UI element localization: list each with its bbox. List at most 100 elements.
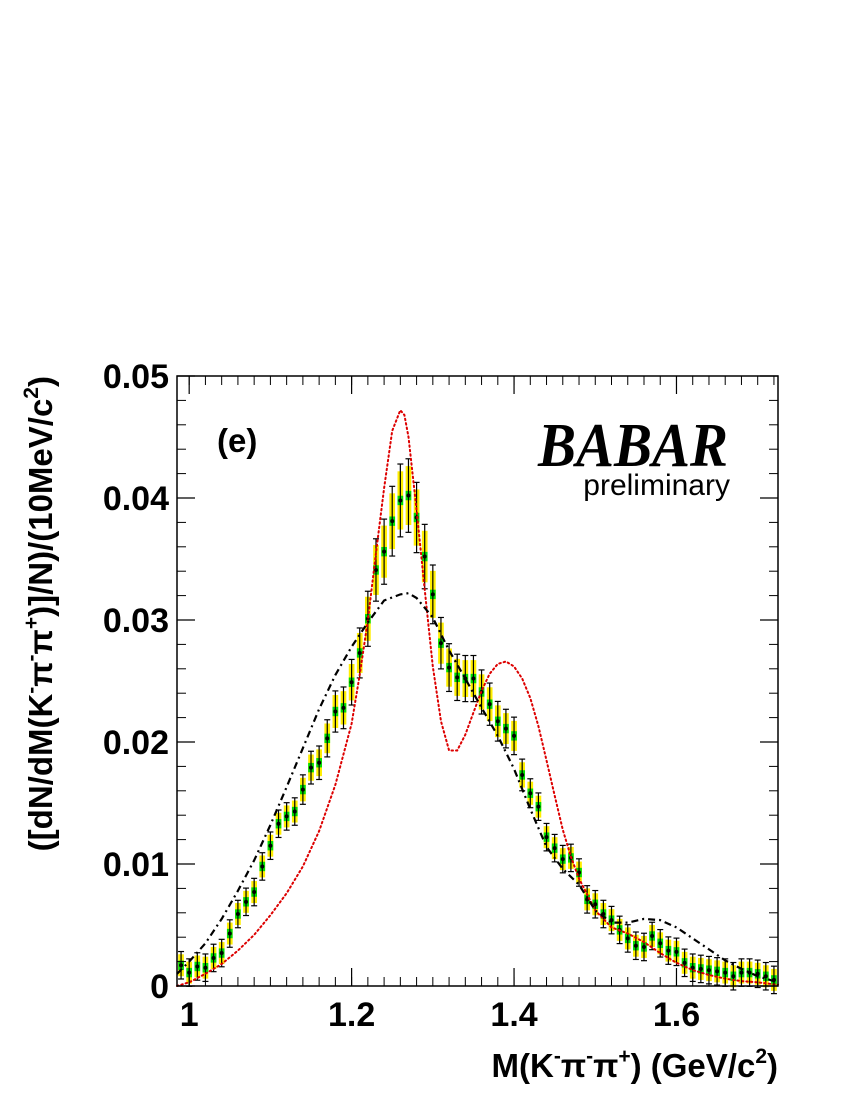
data-point-marker bbox=[422, 554, 427, 559]
data-point-marker bbox=[195, 964, 200, 969]
x-axis-title: M(K-π-π+) (GeV/c2) bbox=[492, 1045, 779, 1084]
y-tick-label: 0.05 bbox=[103, 358, 169, 396]
data-point bbox=[299, 774, 306, 805]
red-dotted-curve bbox=[176, 408, 779, 987]
x-tick-label: 1.2 bbox=[328, 996, 375, 1034]
data-point bbox=[608, 905, 615, 935]
data-point-marker bbox=[625, 936, 630, 941]
data-point-marker bbox=[520, 772, 525, 777]
data-point-marker bbox=[357, 650, 362, 655]
data-point bbox=[275, 809, 282, 839]
data-point-marker bbox=[382, 549, 387, 554]
data-point bbox=[267, 831, 274, 861]
data-point-marker bbox=[373, 567, 378, 572]
data-point-marker bbox=[260, 864, 265, 869]
data-point bbox=[429, 564, 436, 625]
data-point-marker bbox=[471, 676, 476, 681]
data-point-marker bbox=[390, 519, 395, 524]
data-point bbox=[218, 938, 225, 968]
panel-label: (e) bbox=[217, 422, 257, 459]
data-point bbox=[657, 928, 664, 958]
data-point-marker bbox=[447, 665, 452, 670]
data-point-marker bbox=[650, 933, 655, 938]
data-point-marker bbox=[333, 709, 338, 714]
data-point-marker bbox=[763, 974, 768, 979]
data-point bbox=[632, 931, 639, 961]
data-point bbox=[291, 797, 298, 826]
data-point bbox=[364, 590, 371, 647]
data-point bbox=[308, 750, 315, 785]
data-point bbox=[462, 654, 469, 703]
data-point bbox=[624, 924, 631, 953]
data-point bbox=[640, 932, 647, 962]
data-point-marker bbox=[487, 702, 492, 707]
data-point bbox=[332, 690, 339, 733]
plot-data-layer bbox=[178, 458, 777, 995]
data-point bbox=[673, 937, 680, 967]
data-point-marker bbox=[292, 809, 297, 814]
data-point bbox=[689, 953, 696, 983]
data-point-marker bbox=[641, 944, 646, 949]
data-point bbox=[535, 792, 542, 821]
data-point-marker bbox=[715, 969, 720, 974]
data-point bbox=[421, 523, 428, 590]
data-point bbox=[502, 708, 509, 749]
data-point bbox=[454, 653, 461, 702]
data-point bbox=[372, 538, 379, 602]
data-point-marker bbox=[503, 726, 508, 731]
data-point-marker bbox=[560, 857, 565, 862]
data-point bbox=[714, 957, 721, 986]
data-point-marker bbox=[674, 949, 679, 954]
data-point-marker bbox=[203, 965, 208, 970]
data-point-marker bbox=[438, 641, 443, 646]
data-point-marker bbox=[512, 733, 517, 738]
data-point bbox=[340, 686, 347, 730]
data-point-marker bbox=[552, 846, 557, 851]
data-point-marker bbox=[739, 970, 744, 975]
data-point bbox=[665, 936, 672, 965]
data-point bbox=[210, 943, 217, 973]
data-point bbox=[381, 518, 388, 585]
data-point-marker bbox=[406, 493, 411, 498]
data-point-marker bbox=[349, 680, 354, 685]
x-tick-label: 1 bbox=[180, 996, 199, 1034]
data-point bbox=[511, 716, 518, 756]
data-point-marker bbox=[682, 960, 687, 965]
data-point-marker bbox=[309, 765, 314, 770]
data-point bbox=[730, 961, 737, 991]
data-point-marker bbox=[593, 902, 598, 907]
y-tick-label: 0 bbox=[150, 968, 169, 1006]
data-point bbox=[259, 852, 266, 881]
data-point bbox=[389, 485, 396, 557]
data-point-marker bbox=[268, 843, 273, 848]
data-point-marker bbox=[300, 787, 305, 792]
data-point-marker bbox=[698, 966, 703, 971]
data-point-marker bbox=[528, 791, 533, 796]
data-point bbox=[543, 822, 550, 852]
data-point-marker bbox=[284, 814, 289, 819]
data-point-marker bbox=[227, 931, 232, 936]
data-point-marker bbox=[252, 890, 257, 895]
plot-frame bbox=[176, 375, 779, 987]
data-point-marker bbox=[235, 912, 240, 917]
black-dash-dot-curve bbox=[176, 592, 779, 984]
data-point bbox=[348, 658, 355, 706]
data-point-marker bbox=[276, 821, 281, 826]
data-point-marker bbox=[244, 899, 249, 904]
data-point-marker bbox=[463, 676, 468, 681]
tick-labels-layer: 1 1.2 1.4 1.6 0 0.01 0.02 0.03 0.04 0.05 bbox=[103, 358, 700, 1034]
data-point-marker bbox=[544, 835, 549, 840]
data-point bbox=[446, 643, 453, 693]
babar-logo: BABAR bbox=[537, 412, 728, 480]
data-point-marker bbox=[179, 963, 184, 968]
x-tick-label: 1.6 bbox=[653, 996, 700, 1034]
data-point-marker bbox=[495, 719, 500, 724]
data-point bbox=[470, 654, 477, 703]
plot-axes-layer bbox=[176, 375, 779, 987]
y-axis-title: ([dN/dM(K-π-π+)]/N)/(10MeV/c2) bbox=[20, 376, 59, 851]
data-point-marker bbox=[398, 498, 403, 503]
data-point bbox=[194, 952, 201, 981]
data-point-marker bbox=[317, 760, 322, 765]
